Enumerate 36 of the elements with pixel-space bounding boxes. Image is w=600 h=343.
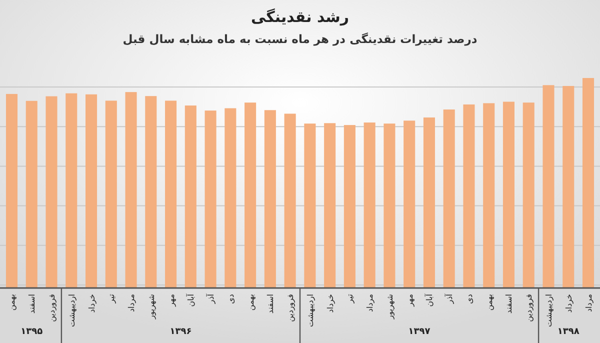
x-tick-label: اسفند <box>266 294 276 314</box>
text: ۱۳۹۸ <box>557 327 580 337</box>
text: ۱۳۹۷ <box>408 327 431 337</box>
x-tick-label: آذر <box>206 293 216 305</box>
x-tick-label: خرداد <box>87 294 96 313</box>
text: ۱۳۹۵ <box>20 327 44 337</box>
x-tick-label: دی <box>464 294 474 304</box>
x-tick-label: بهمن <box>484 294 494 311</box>
x-tick-label: مرداد <box>127 294 136 312</box>
x-tick-label: تیر <box>346 294 355 304</box>
x-tick-label: مرداد <box>366 294 375 312</box>
chart-title: رشد نقدینگی <box>250 8 350 26</box>
chart-subtitle: درصد تغییرات نقدینگی در هر ماه نسبت به ماه مشابه سال قبل <box>122 32 478 46</box>
x-tick-label: فروردین <box>48 294 56 322</box>
x-tick-label: خرداد <box>326 294 335 313</box>
x-tick-label: خرداد <box>564 294 574 313</box>
x-tick-label: تیر <box>107 294 116 304</box>
x-tick-label: فروردین <box>286 294 296 322</box>
x-tick-label: آذر <box>444 293 454 305</box>
x-tick-label: مهر <box>405 294 414 308</box>
x-tick-label: شهریور <box>146 294 156 320</box>
x-tick-label: آبان <box>424 293 434 307</box>
text: ۱۳۹۶ <box>170 327 192 337</box>
x-tick-label: آبان <box>186 293 196 307</box>
x-tick-label: اسفند <box>28 294 37 314</box>
x-tick-label: اردیبهشت <box>306 294 315 327</box>
x-tick-label: اردیبهشت <box>544 294 554 327</box>
x-tick-label: دی <box>226 294 236 304</box>
x-tick-label: بهمن <box>8 294 17 311</box>
x-tick-label: شهریور <box>385 294 394 320</box>
x-tick-label: فروردین <box>524 294 534 322</box>
x-tick-label: مرداد <box>584 294 594 312</box>
x-tick-label: اسفند <box>504 294 514 314</box>
x-tick-label: اردیبهشت <box>67 294 76 327</box>
x-tick-label: بهمن <box>246 294 256 311</box>
x-tick-label: مهر <box>166 294 176 308</box>
